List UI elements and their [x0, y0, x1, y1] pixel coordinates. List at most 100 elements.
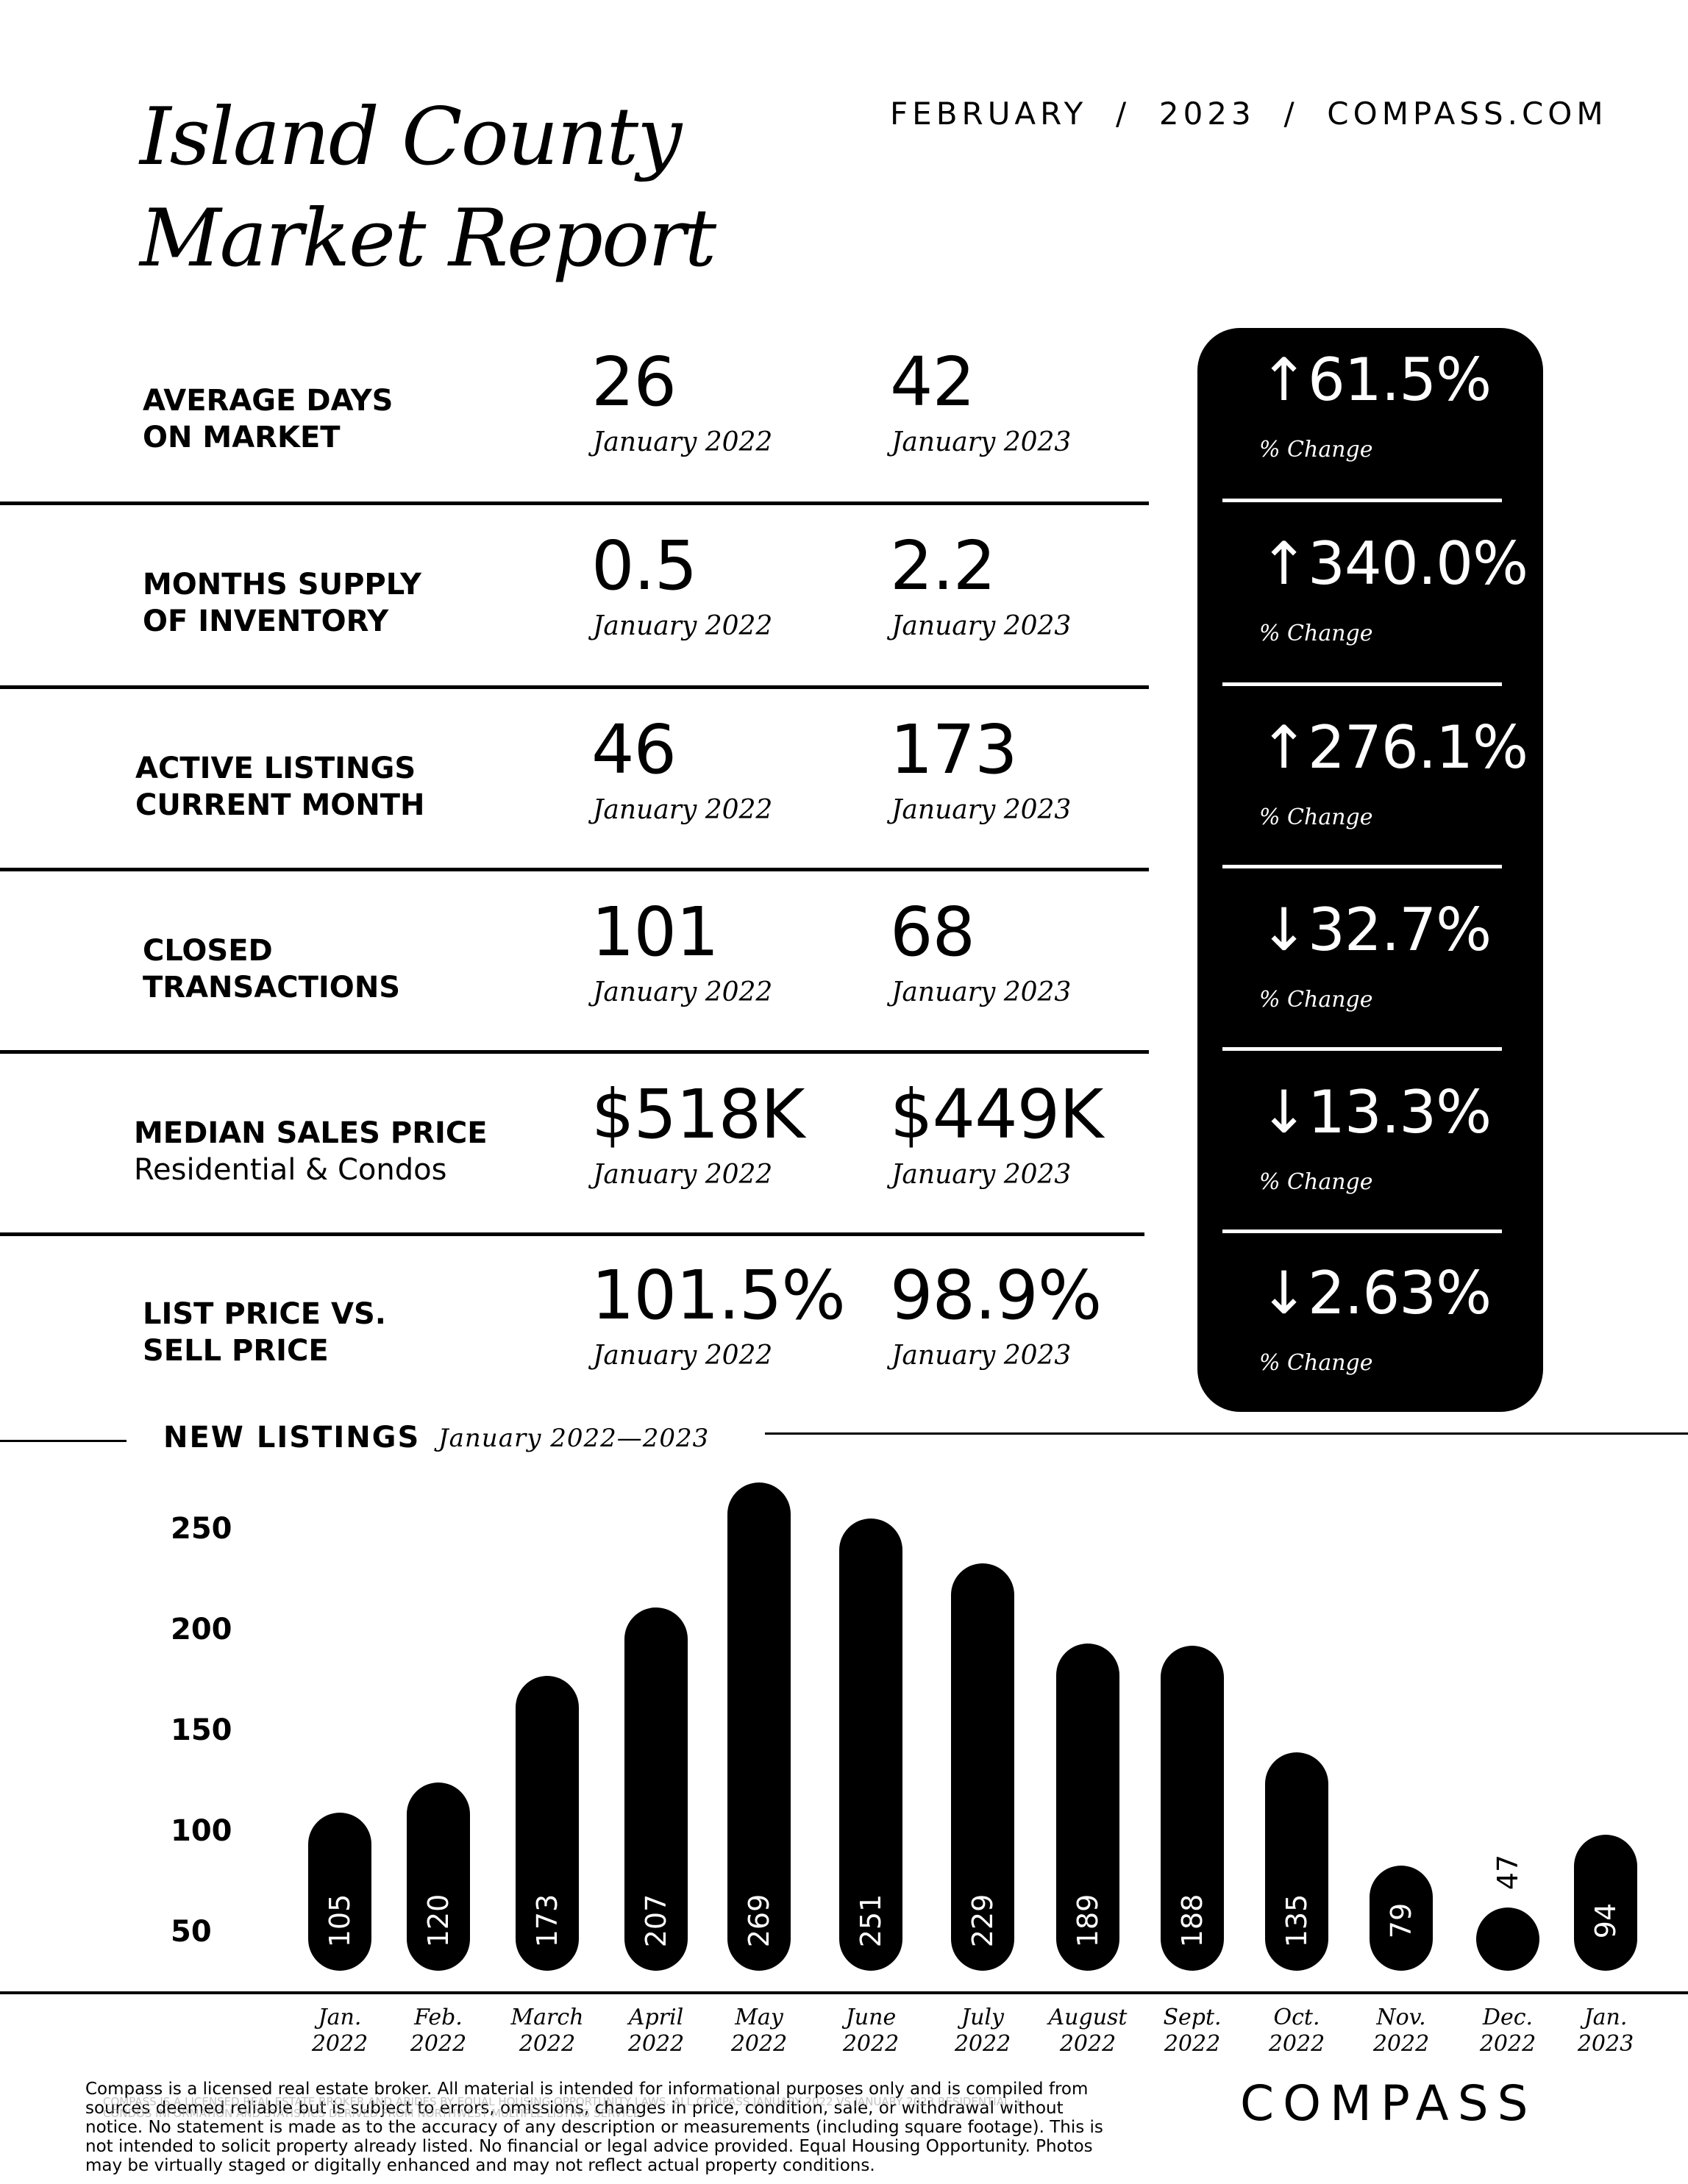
metric-period-2022: January 2022 [593, 427, 773, 457]
metric-period-2023: January 2023 [891, 977, 1072, 1007]
chart-title: NEW LISTINGS [163, 1421, 421, 1455]
row-divider [0, 868, 1149, 871]
bar-value-label: 173 [531, 1894, 563, 1948]
metric-period-2022: January 2022 [593, 795, 773, 825]
bar [516, 1675, 579, 1971]
bar-value-label: 47 [1492, 1854, 1524, 1891]
x-label-month: August [1048, 2005, 1128, 2030]
percent-change-label: % Change [1259, 1350, 1373, 1376]
metric-label: AVERAGE DAYS ON MARKET [143, 382, 393, 456]
bar [839, 1519, 902, 1971]
metric-value-2023: 68 [890, 893, 975, 971]
title-line-1: Island County [140, 91, 682, 183]
x-label-month: Sept. [1163, 2005, 1222, 2030]
metric-period-2022: January 2022 [593, 611, 773, 641]
title-line-2: Market Report [140, 193, 716, 285]
metric-label-line-1: ACTIVE LISTINGS [135, 752, 416, 785]
percent-change-label: % Change [1259, 1169, 1373, 1195]
x-label-year: 2022 [1372, 2031, 1430, 2057]
metric-value-2022: 46 [591, 710, 677, 789]
chart-baseline [0, 1991, 1688, 1994]
metric-period-2022: January 2022 [593, 977, 773, 1007]
metric-value-2023: 2.2 [890, 527, 996, 605]
metric-value-2022: 26 [591, 343, 677, 421]
change-panel [1197, 328, 1543, 1412]
metric-value-2022: 101 [591, 893, 719, 971]
x-axis-label: April 2022 [605, 2005, 708, 2058]
bar [407, 1782, 470, 1971]
bar-value-label: 79 [1385, 1902, 1417, 1939]
x-label-year: 2022 [1479, 2031, 1536, 2057]
y-tick-label: 250 [171, 1512, 232, 1546]
x-axis-label: Sept. 2022 [1141, 2005, 1244, 2058]
metric-period-2022: January 2022 [593, 1341, 773, 1371]
metric-label: MONTHS SUPPLY OF INVENTORY [143, 566, 421, 640]
y-tick-label: 200 [171, 1613, 232, 1646]
bar-value-label: 251 [855, 1894, 887, 1948]
percent-change-label: % Change [1259, 987, 1373, 1013]
bar-value-label: 135 [1281, 1894, 1313, 1948]
change-divider [1222, 865, 1502, 868]
percent-change-value: ↓2.63% [1259, 1259, 1492, 1327]
x-label-month: July [961, 2005, 1004, 2030]
x-axis-label: July 2022 [931, 2005, 1034, 2058]
bar-value-label: 189 [1072, 1894, 1104, 1948]
metric-label-line-2: CURRENT MONTH [135, 788, 425, 822]
change-divider [1222, 1047, 1502, 1051]
change-divider [1222, 682, 1502, 686]
bar [1370, 1865, 1433, 1971]
x-label-month: Oct. [1273, 2005, 1320, 2030]
percent-change-label: % Change [1259, 437, 1373, 463]
x-label-month: May [735, 2005, 783, 2030]
x-label-month: Jan. [1584, 2005, 1628, 2030]
x-axis-label: Dec. 2022 [1456, 2005, 1559, 2058]
metric-value-2023: 42 [890, 343, 975, 421]
report-title: Island County Market Report [140, 87, 716, 290]
compass-logo: COMPASS [1240, 2075, 1537, 2132]
metric-label-line-2: TRANSACTIONS [143, 971, 401, 1004]
x-axis-label: Oct. 2022 [1245, 2005, 1348, 2058]
metric-label-line-2: Residential & Condos [134, 1153, 447, 1187]
y-tick-label: 100 [171, 1814, 232, 1848]
bar [951, 1563, 1014, 1971]
bar [727, 1482, 791, 1971]
metric-label: ACTIVE LISTINGS CURRENT MONTH [135, 750, 425, 824]
metric-value-2023: 173 [890, 710, 1018, 789]
bar [1161, 1645, 1224, 1971]
bar [1265, 1752, 1328, 1971]
bar-value-label: 188 [1176, 1894, 1208, 1948]
percent-change-value: ↑276.1% [1259, 713, 1528, 782]
bar-value-label: 120 [422, 1894, 455, 1948]
y-tick-label: 50 [171, 1915, 212, 1949]
metric-value-2023: $449K [890, 1075, 1103, 1154]
x-label-month: Jan. [318, 2005, 362, 2030]
x-axis-label: March 2022 [496, 2005, 599, 2058]
bar-value-label: 105 [324, 1894, 356, 1948]
percent-change-value: ↑340.0% [1259, 529, 1528, 598]
metric-period-2023: January 2023 [891, 795, 1072, 825]
x-label-year: 2022 [730, 2031, 788, 2057]
bar [1056, 1644, 1119, 1971]
x-label-month: Dec. [1482, 2005, 1534, 2030]
bar [308, 1813, 371, 1971]
metric-period-2023: January 2023 [891, 611, 1072, 641]
chart-subtitle: January 2022—2023 [438, 1424, 710, 1453]
chart-rule-right [765, 1432, 1688, 1435]
metric-period-2023: January 2023 [891, 1160, 1072, 1190]
bar [1574, 1835, 1637, 1971]
dateline: FEBRUARY / 2023 / COMPASS.COM [890, 96, 1608, 132]
percent-change-value: ↑61.5% [1259, 346, 1492, 414]
fine-print: COMPASS IS A LICENSED REAL ESTATE BROKER… [103, 2095, 1023, 2120]
x-axis-label: June 2022 [819, 2005, 922, 2058]
x-axis-label: Feb. 2022 [387, 2005, 490, 2058]
metric-label-line-1: MEDIAN SALES PRICE [134, 1116, 488, 1150]
row-divider [0, 685, 1149, 689]
percent-change-value: ↓32.7% [1259, 896, 1492, 964]
x-axis-label: Jan. 2023 [1554, 2005, 1657, 2058]
percent-change-label: % Change [1259, 804, 1373, 830]
metric-label: MEDIAN SALES PRICE Residential & Condos [134, 1115, 488, 1188]
x-axis-label: Jan. 2022 [288, 2005, 391, 2058]
metric-label-line-1: LIST PRICE VS. [143, 1297, 386, 1331]
x-label-year: 2022 [1268, 2031, 1325, 2057]
x-axis-label: May 2022 [708, 2005, 811, 2058]
